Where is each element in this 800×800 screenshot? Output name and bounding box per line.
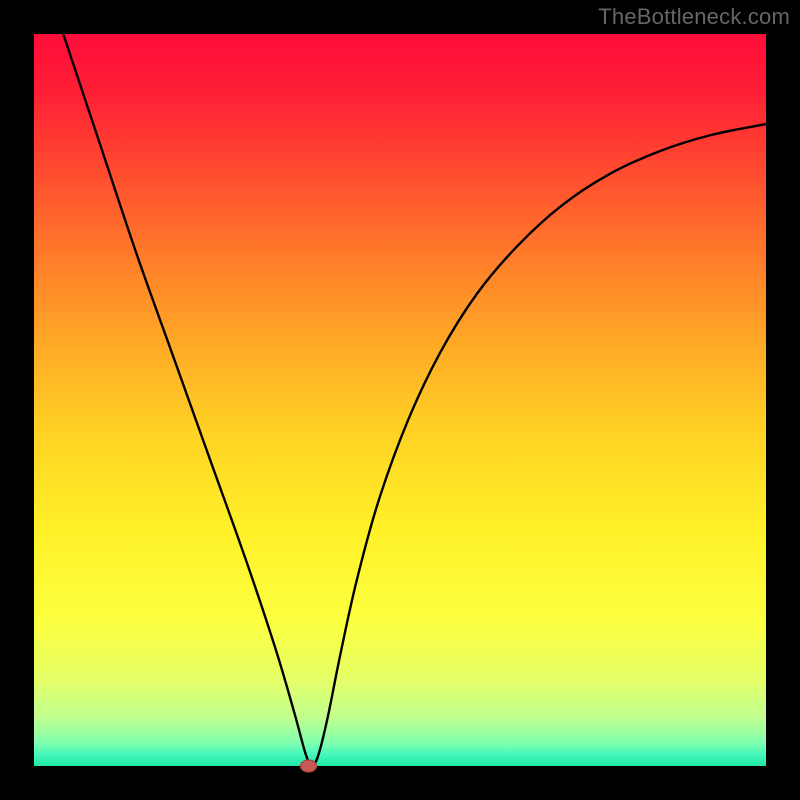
bottleneck-chart <box>0 0 800 800</box>
plot-area <box>34 34 766 766</box>
chart-container: TheBottleneck.com <box>0 0 800 800</box>
watermark-text: TheBottleneck.com <box>598 4 790 30</box>
minimum-marker <box>301 760 317 772</box>
